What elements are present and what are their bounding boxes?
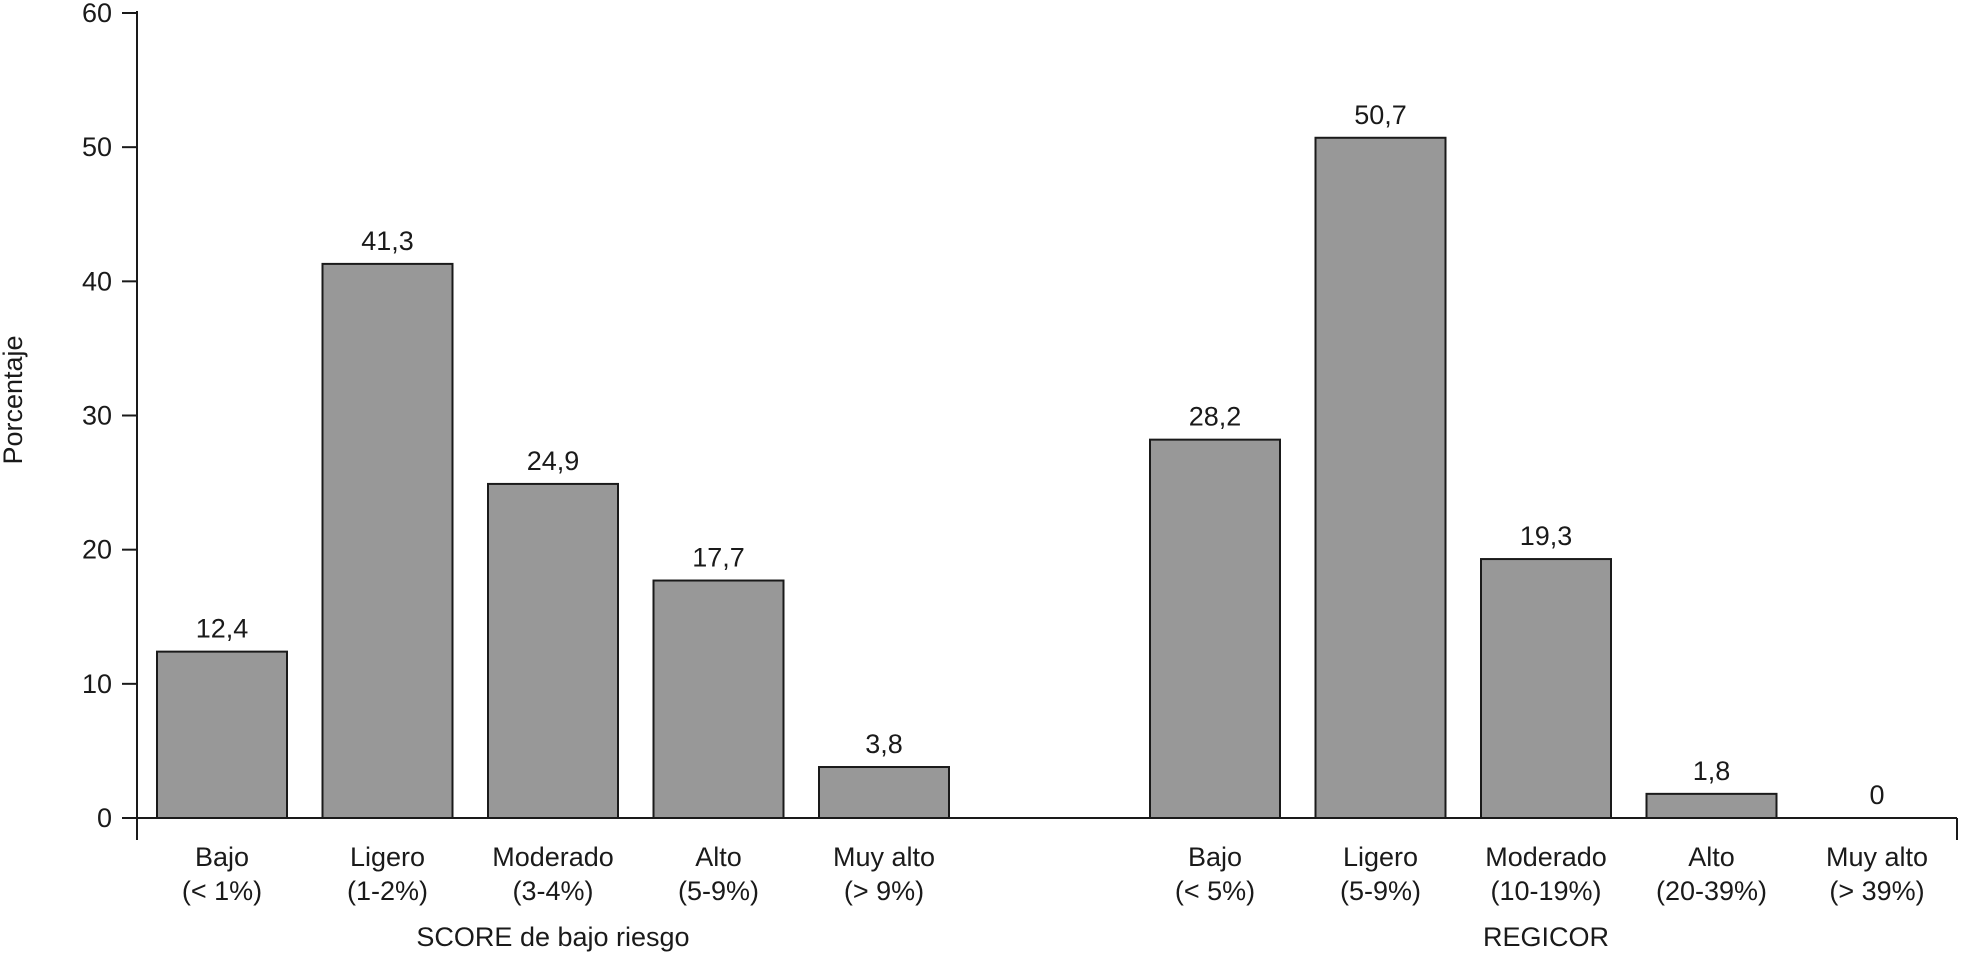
data-label: 19,3	[1520, 521, 1573, 551]
data-label: 41,3	[361, 226, 414, 256]
group-label: SCORE de bajo riesgo	[416, 922, 689, 952]
data-label: 12,4	[196, 614, 249, 644]
data-label: 24,9	[527, 446, 580, 476]
data-label: 17,7	[692, 543, 745, 573]
x-tick-label: Alto	[1688, 842, 1735, 872]
x-tick-label: Alto	[695, 842, 742, 872]
x-tick-label: Moderado	[1485, 842, 1607, 872]
bars	[156, 136, 1778, 820]
y-tick-label: 10	[82, 669, 112, 699]
data-label: 3,8	[865, 729, 903, 759]
group-label: REGICOR	[1483, 922, 1609, 952]
x-tick-sublabel: (< 5%)	[1175, 876, 1255, 906]
y-tick-label: 50	[82, 132, 112, 162]
y-axis: 0 10 20 30 40 50 60	[82, 0, 138, 840]
y-tick-label: 30	[82, 401, 112, 431]
x-tick-sublabel: (3-4%)	[512, 876, 593, 906]
x-tick-label: Bajo	[195, 842, 249, 872]
x-tick-sublabel: (20-39%)	[1656, 876, 1767, 906]
x-tick-sublabel: (< 1%)	[182, 876, 262, 906]
x-tick-label: Muy alto	[1826, 842, 1928, 872]
bar	[818, 766, 950, 819]
bar	[487, 482, 619, 819]
x-tick-sublabel: (5-9%)	[678, 876, 759, 906]
bar	[1149, 438, 1281, 819]
x-tick-label: Muy alto	[833, 842, 935, 872]
y-tick-label: 0	[97, 803, 112, 833]
bar	[321, 262, 454, 819]
x-tick-sublabel: (1-2%)	[347, 876, 428, 906]
x-tick-sublabel: (5-9%)	[1340, 876, 1421, 906]
bar	[652, 579, 785, 820]
y-tick-label: 20	[82, 535, 112, 565]
x-tick-sublabel: (> 39%)	[1829, 876, 1924, 906]
data-label: 1,8	[1693, 756, 1731, 786]
y-tick-label: 40	[82, 266, 112, 296]
y-tick-label: 60	[82, 0, 112, 28]
data-label: 28,2	[1189, 402, 1242, 432]
x-tick-label: Ligero	[350, 842, 425, 872]
bar	[156, 650, 288, 820]
data-label: 50,7	[1354, 100, 1407, 130]
bar	[1645, 792, 1778, 819]
bar	[1480, 558, 1612, 820]
x-tick-sublabel: (10-19%)	[1490, 876, 1601, 906]
data-label: 0	[1869, 780, 1884, 810]
x-tick-sublabel: (> 9%)	[844, 876, 924, 906]
bar	[1314, 136, 1447, 819]
x-tick-label: Bajo	[1188, 842, 1242, 872]
x-tick-label: Moderado	[492, 842, 614, 872]
x-tick-label: Ligero	[1343, 842, 1418, 872]
x-axis	[137, 817, 1958, 840]
labels: 12,4 Bajo (< 1%) 41,3 Ligero (1-2%) 24,9 Modera…	[182, 100, 1928, 952]
y-axis-title: Porcentaje	[0, 335, 28, 464]
